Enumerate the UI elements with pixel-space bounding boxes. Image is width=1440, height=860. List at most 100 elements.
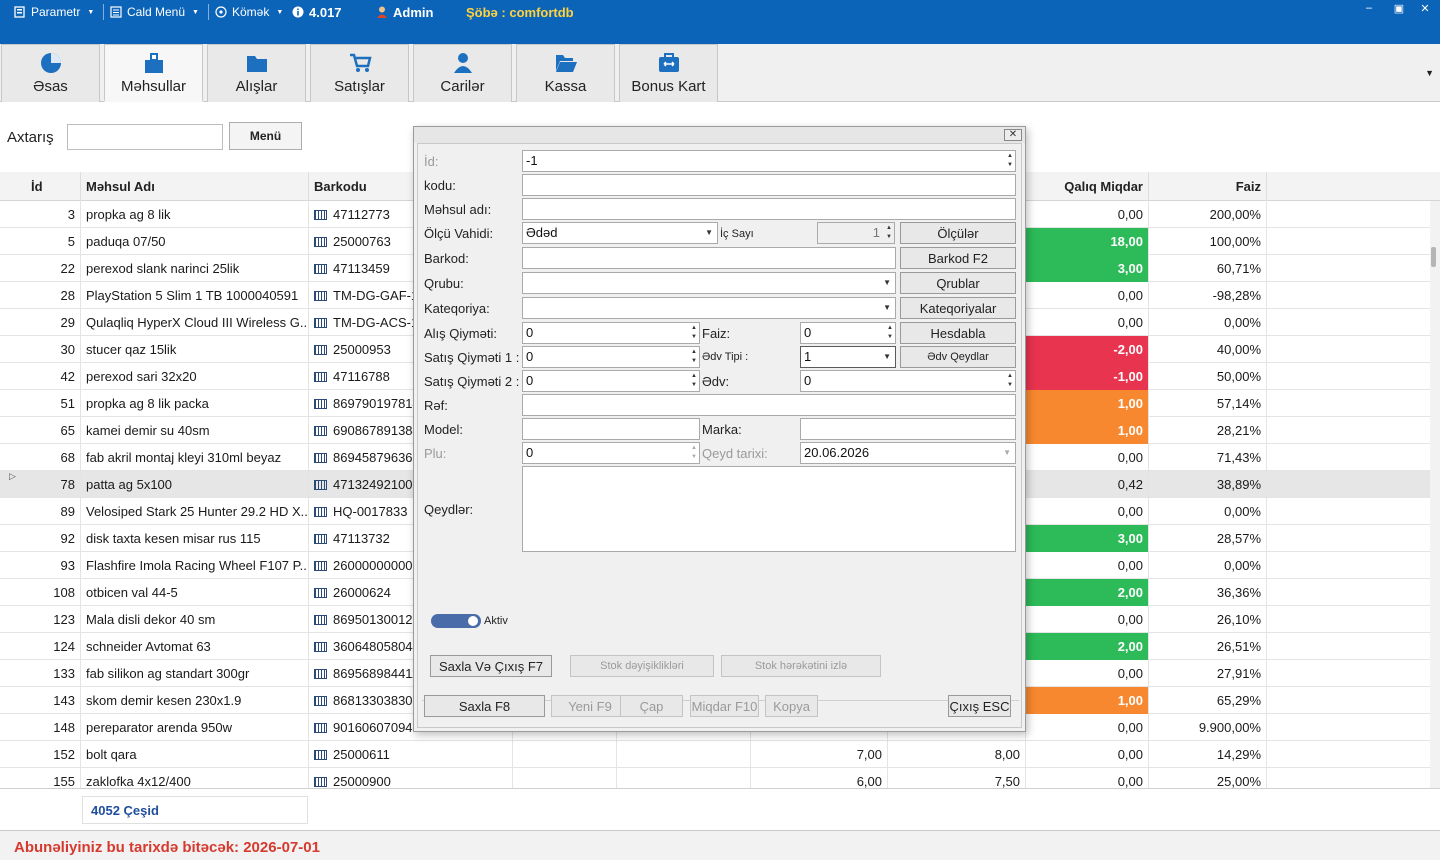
cell-name[interactable]: skom demir kesen 230x1.9: [81, 687, 309, 714]
olculer-button[interactable]: Ölçülər: [900, 222, 1016, 244]
cell-id[interactable]: 42: [26, 363, 81, 390]
cell-qty[interactable]: 1,00: [1026, 687, 1149, 714]
barkod-field[interactable]: [522, 247, 896, 269]
table-row[interactable]: 155 zaklofka 4x12/400 25000900 6,00 7,50 0,00…: [0, 768, 1430, 788]
qeyd-tarixi-field[interactable]: 20.06.2026 ▼: [800, 442, 1016, 464]
cell-name[interactable]: fab akril montaj kleyi 310ml beyaz: [81, 444, 309, 471]
cell-id[interactable]: 133: [26, 660, 81, 687]
cell-col4[interactable]: [513, 741, 617, 768]
miqdar-f10-button[interactable]: Miqdar F10: [690, 695, 759, 717]
faiz-field[interactable]: 0 ▲ ▼: [800, 322, 896, 344]
edv-qeydlar-button[interactable]: Ədv Qeydlar: [900, 346, 1016, 368]
cell-pct[interactable]: 27,91%: [1149, 660, 1267, 687]
cell-id[interactable]: 29: [26, 309, 81, 336]
model-field[interactable]: [522, 418, 700, 440]
saxla-f8-button[interactable]: Saxla F8: [424, 695, 545, 717]
cell-name[interactable]: otbicen val 44-5: [81, 579, 309, 606]
table-row[interactable]: 92 disk taxta kesen misar rus 115 47113732…: [0, 525, 1430, 552]
alis-qiymeti-field[interactable]: 0 ▲ ▼: [522, 322, 700, 344]
cell-name[interactable]: Flashfire Imola Racing Wheel F107 P...: [81, 552, 309, 579]
cell-pct[interactable]: 36,36%: [1149, 579, 1267, 606]
menu-button[interactable]: Menü: [229, 122, 302, 150]
stok-deyisiklikleri-button[interactable]: Stok dəyişiklikləri: [570, 655, 714, 677]
cell-pct[interactable]: 26,10%: [1149, 606, 1267, 633]
cell-name[interactable]: pereparator arenda 950w: [81, 714, 309, 741]
cell-qty[interactable]: 0,00: [1026, 309, 1149, 336]
cell-name[interactable]: Velosiped Stark 25 Hunter 29.2 HD X...: [81, 498, 309, 525]
cell-name[interactable]: paduqa 07/50: [81, 228, 309, 255]
cap-button[interactable]: Çap: [620, 695, 683, 717]
cell-qty[interactable]: 0,00: [1026, 768, 1149, 788]
cell-pct[interactable]: 57,14%: [1149, 390, 1267, 417]
spin-icon[interactable]: ▲ ▼: [887, 325, 893, 340]
cell-qty[interactable]: 3,00: [1026, 525, 1149, 552]
cell-name[interactable]: patta ag 5x100: [81, 471, 309, 498]
cell-pct[interactable]: 100,00%: [1149, 228, 1267, 255]
cell-qty[interactable]: -1,00: [1026, 363, 1149, 390]
spin-icon[interactable]: ▲ ▼: [691, 349, 697, 364]
cell-id[interactable]: 152: [26, 741, 81, 768]
cell-qty[interactable]: 0,00: [1026, 606, 1149, 633]
header-name[interactable]: Məhsul Adı: [81, 172, 309, 201]
cell-qty[interactable]: 1,00: [1026, 417, 1149, 444]
header-id[interactable]: İd: [26, 172, 81, 201]
dialog-titlebar[interactable]: ✕: [414, 127, 1025, 143]
cell-pct[interactable]: 0,00%: [1149, 498, 1267, 525]
cell-qty[interactable]: 0,00: [1026, 660, 1149, 687]
cell-qty[interactable]: 0,00: [1026, 741, 1149, 768]
satis-qiymeti-2-field[interactable]: 0 ▲ ▼: [522, 370, 700, 392]
table-row[interactable]: 152 bolt qara 25000611 7,00 8,00 0,00 14,29%: [0, 741, 1430, 768]
saxla-cixis-button[interactable]: Saxla Və Çıxış F7: [430, 655, 552, 677]
cell-id[interactable]: 123: [26, 606, 81, 633]
cell-pct[interactable]: 38,89%: [1149, 471, 1267, 498]
yeni-f9-button[interactable]: Yeni F9: [551, 695, 629, 717]
tab-satislar[interactable]: Satışlar: [310, 44, 409, 102]
aktiv-toggle[interactable]: [431, 614, 481, 628]
cell-id[interactable]: 155: [26, 768, 81, 788]
spin-icon[interactable]: ▲ ▼: [1007, 373, 1013, 388]
cell-pct[interactable]: 40,00%: [1149, 336, 1267, 363]
cell-qty[interactable]: 0,00: [1026, 714, 1149, 741]
cell-id[interactable]: 148: [26, 714, 81, 741]
cixis-esc-button[interactable]: Çıxış ESC: [948, 695, 1011, 717]
cell-id[interactable]: 5: [26, 228, 81, 255]
cell-id[interactable]: 108: [26, 579, 81, 606]
edv-tipi-select[interactable]: 1 ▼: [800, 346, 896, 368]
olcu-vahidi-select[interactable]: Ədəd ▼: [522, 222, 718, 244]
cell-name[interactable]: propka ag 8 lik packa: [81, 390, 309, 417]
spin-icon[interactable]: ▲ ▼: [1007, 153, 1013, 168]
cell-qty[interactable]: 0,00: [1026, 201, 1149, 228]
dropdown-arrow-icon[interactable]: ▼: [883, 278, 891, 287]
cell-qty[interactable]: 0,42: [1026, 471, 1149, 498]
cell-pct[interactable]: 28,21%: [1149, 417, 1267, 444]
cell-barcode[interactable]: 869458796367: [309, 444, 513, 471]
dropdown-arrow-icon[interactable]: ▼: [883, 352, 891, 361]
tab-mehsullar[interactable]: Məhsullar: [104, 44, 203, 102]
plu-field[interactable]: 0 ▲ ▼: [522, 442, 700, 464]
header-pct[interactable]: Faiz: [1149, 172, 1267, 201]
cell-name[interactable]: stucer qaz 15lik: [81, 336, 309, 363]
close-button[interactable]: ✕: [1420, 3, 1430, 15]
satis-qiymeti-1-field[interactable]: 0 ▲ ▼: [522, 346, 700, 368]
cell-qty[interactable]: 0,00: [1026, 552, 1149, 579]
cell-pct[interactable]: 9.900,00%: [1149, 714, 1267, 741]
cell-pct[interactable]: 71,43%: [1149, 444, 1267, 471]
cell-name[interactable]: disk taxta kesen misar rus 115: [81, 525, 309, 552]
cell-id[interactable]: 28: [26, 282, 81, 309]
cell-pct[interactable]: 0,00%: [1149, 552, 1267, 579]
qrublar-button[interactable]: Qrublar: [900, 272, 1016, 294]
qeydler-textarea[interactable]: [522, 466, 1016, 552]
cell-pct[interactable]: 26,51%: [1149, 633, 1267, 660]
cell-pct[interactable]: 14,29%: [1149, 741, 1267, 768]
table-row[interactable]: 30 stucer qaz 15lik 25000953 -2,00 40,00%: [0, 336, 1430, 363]
id-field[interactable]: -1 ▲ ▼: [522, 150, 1016, 172]
menu-parametr[interactable]: Parametr ▼: [14, 4, 94, 20]
cell-name[interactable]: schneider Avtomat 63: [81, 633, 309, 660]
cell-name[interactable]: Qulaqliq HyperX Cloud III Wireless G...: [81, 309, 309, 336]
kateqoriya-select[interactable]: ▼: [522, 297, 896, 319]
cell-qty[interactable]: -2,00: [1026, 336, 1149, 363]
tab-alislar[interactable]: Alışlar: [207, 44, 306, 102]
kodu-field[interactable]: [522, 174, 1016, 196]
dialog-close-button[interactable]: ✕: [1004, 129, 1022, 141]
cell-pct[interactable]: 28,57%: [1149, 525, 1267, 552]
